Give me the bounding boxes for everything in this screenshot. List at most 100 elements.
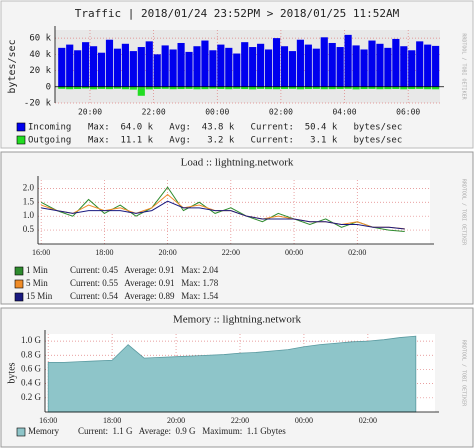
bar: [312, 86, 320, 89]
bar: [304, 44, 312, 87]
bar: [360, 49, 368, 87]
x-tick-label: 18:00: [95, 248, 113, 257]
legend-label: Memory: [28, 426, 59, 436]
bar: [82, 42, 90, 87]
legend-swatch: [16, 427, 26, 437]
y-tick-label: 0.5: [23, 224, 35, 234]
bar: [161, 86, 169, 89]
bar: [241, 86, 249, 90]
bar: [249, 86, 257, 90]
bar: [66, 44, 74, 87]
x-tick-label: 18:00: [103, 416, 121, 425]
bar: [280, 86, 289, 89]
bar: [400, 46, 408, 87]
bar: [169, 86, 177, 90]
legend-label: 5 Min: [26, 278, 48, 288]
y-axis-label: bytes: [6, 362, 17, 383]
bar: [249, 47, 257, 87]
x-tick-label: 00:00: [295, 416, 313, 425]
bar: [416, 86, 424, 89]
y-tick-label: 0.2 G: [21, 392, 42, 402]
bar: [368, 86, 376, 89]
bar: [320, 86, 328, 90]
x-tick-label: 02:00: [359, 416, 377, 425]
y-tick-label: 0.8 G: [21, 349, 42, 359]
bar: [177, 42, 185, 87]
bar: [74, 50, 82, 87]
bar: [320, 37, 328, 87]
bar: [105, 39, 114, 87]
chart-title: Memory :: lightning.network: [173, 314, 302, 326]
y-tick-label: 1.5: [23, 196, 35, 206]
bar: [113, 48, 122, 87]
bar: [408, 86, 416, 90]
bar: [137, 86, 145, 96]
bar: [400, 86, 408, 90]
y-tick-label: -20 k: [24, 99, 52, 109]
bar: [145, 41, 153, 87]
x-tick-label: 22:00: [222, 248, 240, 257]
bar: [257, 43, 265, 87]
y-tick-label: 2.0: [23, 182, 35, 192]
bar: [432, 45, 440, 87]
bar: [193, 46, 201, 87]
bar: [137, 47, 145, 87]
y-tick-label: 0.4 G: [21, 378, 42, 388]
x-tick-label: 04:00: [332, 108, 356, 117]
bar: [82, 86, 90, 89]
bar: [225, 47, 233, 87]
bar: [185, 51, 193, 87]
bar: [328, 86, 336, 90]
y-tick-label: 1.0 G: [21, 335, 42, 345]
bar: [416, 41, 424, 87]
bar: [185, 86, 193, 89]
y-tick-label: 0.6 G: [21, 364, 42, 374]
bar: [153, 54, 161, 87]
bar: [105, 86, 114, 90]
legend-stats: Current: 0.54 Average: 0.89 Max: 1.54: [70, 291, 219, 301]
bar: [392, 38, 400, 87]
x-tick-label: 16:00: [32, 248, 50, 257]
bar: [304, 86, 312, 90]
area-series: [47, 335, 417, 413]
legend-stats: Max: 64.0 k Avg: 43.8 k Current: 50.4 k …: [88, 123, 402, 133]
bar: [145, 86, 153, 90]
bar: [217, 44, 225, 87]
bar: [113, 86, 122, 89]
watermark: RRDTOOL / TOBI OETIKER: [461, 179, 467, 246]
bar: [201, 40, 209, 87]
legend-label: 15 Min: [26, 291, 53, 301]
bar: [265, 86, 273, 90]
watermark: RRDTOOL / TOBI OETIKER: [461, 33, 467, 100]
legend-swatch: [16, 135, 26, 145]
watermark: RRDTOOL / TOBI OETIKER: [461, 340, 467, 407]
bar: [121, 43, 129, 87]
bar: [241, 42, 249, 87]
bar: [58, 86, 66, 89]
legend-label: 1 Min: [26, 265, 48, 275]
bar: [66, 86, 74, 90]
bar: [233, 53, 241, 87]
bar: [352, 45, 360, 87]
bar: [376, 43, 384, 87]
bar: [368, 40, 376, 87]
x-tick-label: 00:00: [205, 108, 229, 117]
bar: [97, 86, 106, 89]
y-tick-label: 20 k: [29, 66, 51, 76]
bar: [432, 86, 440, 90]
bar: [392, 86, 400, 89]
bar: [257, 86, 265, 89]
bar: [336, 47, 344, 87]
bar: [296, 86, 304, 90]
x-tick-label: 20:00: [167, 416, 185, 425]
bar: [288, 51, 297, 87]
x-tick-label: 06:00: [396, 108, 420, 117]
y-tick-label: 60 k: [29, 34, 51, 44]
x-tick-label: 02:00: [348, 248, 366, 257]
legend-swatch: [14, 292, 24, 302]
bar: [129, 86, 137, 90]
bar: [58, 47, 66, 87]
bar: [169, 49, 177, 87]
bar: [344, 86, 352, 89]
